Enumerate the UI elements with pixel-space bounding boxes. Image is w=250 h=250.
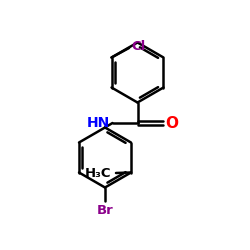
Text: Br: Br [96,204,114,217]
Text: HN: HN [87,116,110,130]
Text: Cl: Cl [131,40,145,53]
Text: H₃C: H₃C [84,167,111,180]
Text: O: O [166,116,178,130]
